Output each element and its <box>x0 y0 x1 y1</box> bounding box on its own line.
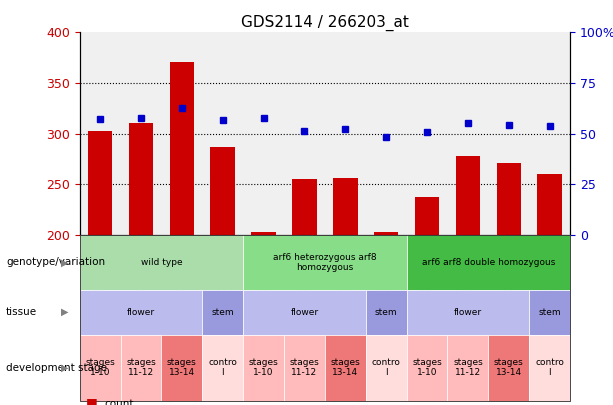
Text: stages
13-14: stages 13-14 <box>494 358 524 377</box>
Text: stages
13-14: stages 13-14 <box>167 358 197 377</box>
Text: ▶: ▶ <box>61 363 69 373</box>
Bar <box>210 147 235 235</box>
Text: development stage: development stage <box>6 363 107 373</box>
Text: stages
1-10: stages 1-10 <box>412 358 442 377</box>
Text: stem: stem <box>538 308 561 317</box>
Text: ▶: ▶ <box>61 257 69 267</box>
Text: flower: flower <box>291 308 319 317</box>
Text: contro
l: contro l <box>535 358 564 377</box>
Text: stem: stem <box>375 308 397 317</box>
Bar <box>333 178 357 235</box>
Text: stages
11-12: stages 11-12 <box>289 358 319 377</box>
Text: stages
1-10: stages 1-10 <box>249 358 278 377</box>
Text: stages
11-12: stages 11-12 <box>126 358 156 377</box>
Text: stem: stem <box>211 308 234 317</box>
Text: stages
1-10: stages 1-10 <box>85 358 115 377</box>
Text: contro
l: contro l <box>208 358 237 377</box>
Text: tissue: tissue <box>6 307 37 317</box>
Text: ■: ■ <box>86 396 97 405</box>
Bar <box>374 232 398 235</box>
Bar <box>455 156 480 235</box>
Text: ▶: ▶ <box>61 307 69 317</box>
Text: genotype/variation: genotype/variation <box>6 257 105 267</box>
Text: stages
11-12: stages 11-12 <box>453 358 483 377</box>
Text: contro
l: contro l <box>371 358 401 377</box>
Text: arf6 arf8 double homozygous: arf6 arf8 double homozygous <box>422 258 555 267</box>
Bar <box>170 62 194 235</box>
Text: flower: flower <box>127 308 155 317</box>
Text: stages
13-14: stages 13-14 <box>330 358 360 377</box>
Text: wild type: wild type <box>140 258 182 267</box>
Bar <box>538 174 562 235</box>
Text: arf6 heterozygous arf8
homozygous: arf6 heterozygous arf8 homozygous <box>273 253 377 272</box>
Bar <box>251 232 276 235</box>
Bar <box>415 198 440 235</box>
Bar <box>88 130 112 235</box>
Bar <box>292 179 317 235</box>
Text: flower: flower <box>454 308 482 317</box>
Bar <box>497 163 521 235</box>
Title: GDS2114 / 266203_at: GDS2114 / 266203_at <box>241 15 409 31</box>
Text: count: count <box>104 399 134 405</box>
Bar <box>129 122 153 235</box>
